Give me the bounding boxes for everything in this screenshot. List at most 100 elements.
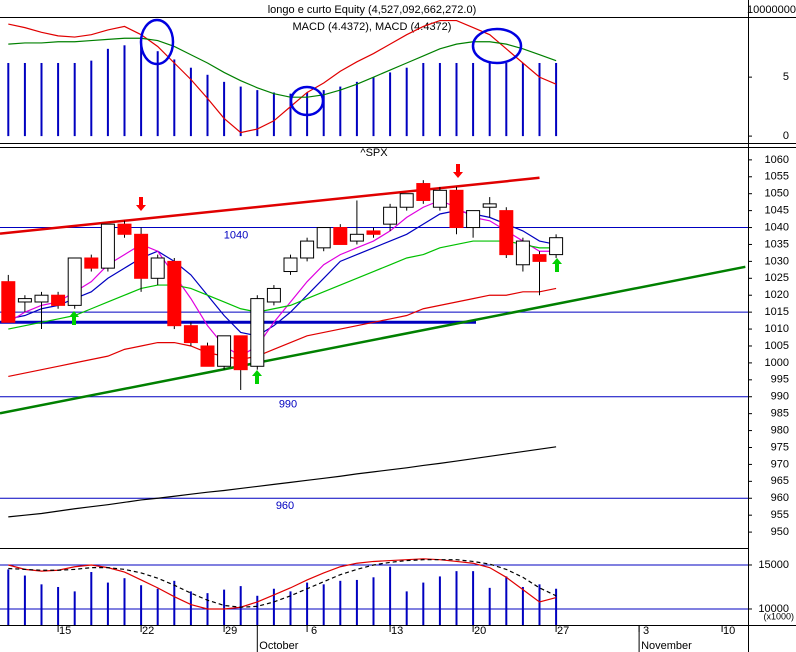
candle-body (183, 325, 198, 344)
x-tick-label: 20 (474, 625, 486, 637)
x-tick-label: 27 (557, 625, 569, 637)
bar (206, 74, 209, 137)
candle-body (515, 240, 530, 266)
candle-body (316, 227, 331, 249)
y-tick-label: 1005 (765, 340, 789, 352)
candle-body (399, 193, 414, 208)
series-line (8, 19, 557, 134)
bar (289, 93, 292, 137)
candle-body (100, 223, 115, 269)
x-tick-label: 29 (225, 625, 237, 637)
candle-body (416, 183, 431, 201)
highlight-circle (289, 85, 325, 117)
scale-label: 10000000 (747, 4, 796, 16)
candle-body (482, 203, 497, 208)
chart-subtitle: MACD (4.4372), MACD (4.4372) (293, 21, 452, 33)
candle-body (233, 335, 248, 371)
chart-title: longo e curto Equity (4,527,092,662,272.… (268, 4, 477, 16)
bar (372, 77, 375, 137)
y-tick-label: 0 (783, 130, 789, 142)
bar (73, 591, 76, 625)
candle-body (217, 335, 232, 367)
bar (521, 586, 524, 625)
candle-body (250, 298, 265, 367)
bar (538, 584, 541, 625)
bar (90, 572, 93, 625)
bar (538, 62, 541, 137)
y-tick-label: 1060 (765, 154, 789, 166)
bar (23, 62, 26, 137)
candle-body (283, 257, 298, 273)
bar (405, 67, 408, 137)
trendline (0, 265, 746, 415)
bar (7, 569, 10, 625)
bar (57, 586, 60, 625)
bar (488, 587, 491, 625)
series-line (8, 287, 557, 378)
bar (239, 586, 242, 625)
bar (322, 90, 325, 137)
y-tick-label: 950 (771, 526, 789, 538)
y-tick-label: 1035 (765, 238, 789, 250)
bar (57, 62, 60, 137)
bar (455, 62, 458, 137)
y-tick-label: 1025 (765, 272, 789, 284)
annotations (69, 18, 562, 384)
bar (289, 591, 292, 625)
candle-body (532, 254, 547, 262)
candle-body (366, 230, 381, 235)
candle-body (300, 240, 315, 259)
candle-body (383, 206, 398, 225)
series-line (8, 240, 557, 330)
bar (173, 59, 176, 137)
buy-arrow (69, 311, 79, 325)
bar (106, 582, 109, 625)
y-tick-label: 970 (771, 458, 789, 470)
series-line (8, 559, 557, 608)
level-label: 960 (276, 500, 294, 512)
bar (555, 588, 558, 625)
bar (355, 579, 358, 625)
y-tick-label: 1050 (765, 188, 789, 200)
bar (521, 62, 524, 137)
bar (40, 62, 43, 137)
bar (455, 571, 458, 625)
bar (472, 571, 475, 625)
bar (106, 48, 109, 137)
level-label: 1040 (224, 229, 248, 241)
candle-body (549, 237, 564, 256)
candle-body (200, 345, 215, 367)
y-tick-label: 1055 (765, 171, 789, 183)
y-tick-label: 5 (783, 71, 789, 83)
bar (223, 589, 226, 625)
bar (7, 62, 10, 137)
bar (173, 580, 176, 625)
bar (140, 46, 143, 137)
bar (156, 588, 159, 625)
bar (389, 566, 392, 625)
y-tick-label: 1000 (765, 357, 789, 369)
series-line (8, 37, 557, 98)
y-tick-label: 1015 (765, 306, 789, 318)
bar (256, 595, 259, 625)
bar (422, 582, 425, 625)
y-tick-label: 15000 (758, 559, 789, 571)
series-line (7, 199, 557, 357)
bar (472, 62, 475, 137)
x-tick-label: 3 (643, 625, 649, 637)
candle-body (134, 233, 149, 279)
x-tick-label: 22 (142, 625, 154, 637)
candle-body (466, 210, 481, 229)
bar (488, 62, 491, 137)
bar (239, 86, 242, 137)
x-tick-label: 13 (391, 625, 403, 637)
y-tick-label: 1045 (765, 205, 789, 217)
buy-arrow (252, 370, 262, 384)
y-tick-label: 985 (771, 408, 789, 420)
y-tick-label: 1010 (765, 323, 789, 335)
candle-body (150, 257, 165, 279)
bar (189, 67, 192, 137)
y-tick-label: 980 (771, 424, 789, 436)
candle-body (333, 227, 348, 245)
